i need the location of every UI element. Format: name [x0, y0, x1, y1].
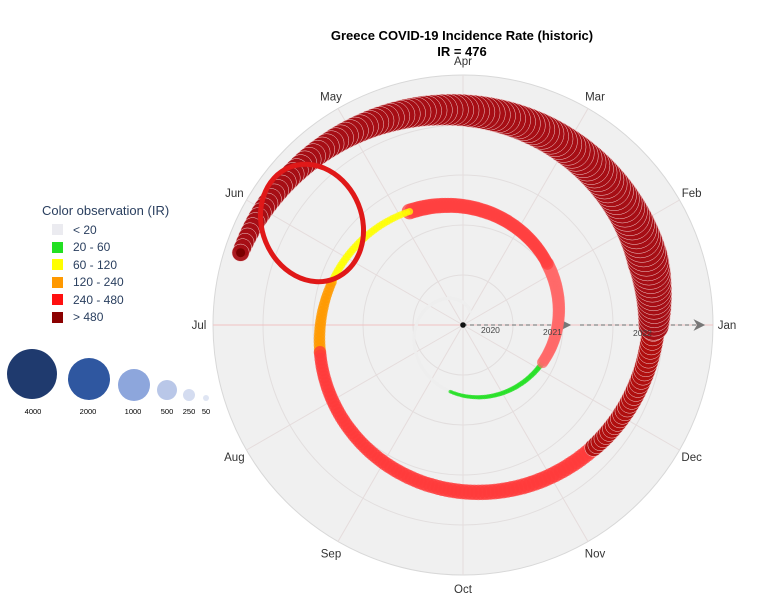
- grid-spoke: [246, 324, 464, 451]
- radial-label-2021: 2021: [543, 327, 562, 337]
- size-bubble-2000: [68, 358, 110, 400]
- size-label-500: 500: [161, 407, 174, 416]
- grid-spoke: [462, 324, 589, 542]
- grid-spoke: [337, 324, 464, 542]
- legend-swatch: [52, 241, 63, 253]
- legend-item: 60 - 120: [52, 256, 124, 274]
- legend-item: > 480: [52, 309, 124, 327]
- month-label: Jun: [225, 188, 244, 200]
- month-label: Nov: [585, 549, 606, 561]
- size-label-1000: 1000: [125, 407, 142, 416]
- legend-item: 20 - 60: [52, 239, 124, 257]
- axis-label-layer: Jan Feb Mar Apr May Jun Jul Aug Sep Oct Nov Dec: [192, 56, 737, 596]
- color-legend: < 20 20 - 60 60 - 120 120 - 240 240 - 48…: [52, 221, 124, 326]
- size-label-250: 250: [183, 407, 196, 416]
- size-label-2000: 2000: [80, 407, 97, 416]
- month-label: Mar: [585, 91, 605, 103]
- size-legend: 4000 2000 1000 500 250 50: [7, 349, 210, 416]
- radial-label-2020: 2020: [481, 325, 500, 335]
- legend-label: 240 - 480: [73, 292, 124, 307]
- legend-label: 20 - 60: [73, 240, 111, 255]
- month-label: May: [320, 91, 342, 103]
- legend-label: > 480: [73, 310, 104, 325]
- legend-swatch: [52, 259, 63, 271]
- size-bubble-50: [203, 395, 209, 401]
- legend-swatch: [52, 276, 63, 288]
- month-label: Feb: [682, 188, 702, 200]
- month-label: Jan: [718, 320, 737, 332]
- month-label: Dec: [681, 452, 702, 464]
- month-label: Jul: [192, 320, 207, 332]
- chart-subtitle: IR = 476: [437, 44, 487, 59]
- legend-item: < 20: [52, 221, 124, 239]
- size-label-4000: 4000: [25, 407, 42, 416]
- color-legend-title: Color observation (IR): [42, 203, 170, 218]
- legend-label: 120 - 240: [73, 275, 124, 290]
- size-bubble-1000: [118, 369, 150, 401]
- highlight-circle: [257, 161, 367, 285]
- legend-swatch: [52, 311, 63, 323]
- grid-spoke: [462, 324, 680, 451]
- size-label-50: 50: [202, 407, 210, 416]
- legend-label: < 20: [73, 222, 97, 237]
- latest-point: [236, 248, 246, 258]
- month-label: Aug: [224, 452, 244, 464]
- month-label: Sep: [321, 549, 341, 561]
- size-bubble-4000: [7, 349, 57, 399]
- radial-label-2022: 2022: [633, 328, 652, 338]
- legend-item: 240 - 480: [52, 291, 124, 309]
- legend-item: 120 - 240: [52, 274, 124, 292]
- month-label: Apr: [454, 56, 472, 68]
- legend-swatch: [52, 224, 63, 236]
- size-bubble-500: [157, 380, 177, 400]
- center-point: [460, 322, 466, 328]
- legend-swatch: [52, 294, 63, 306]
- chart-title: Greece COVID-19 Incidence Rate (historic…: [331, 28, 593, 43]
- month-label: Oct: [454, 584, 473, 596]
- legend-label: 60 - 120: [73, 257, 118, 272]
- size-bubble-250: [183, 389, 195, 401]
